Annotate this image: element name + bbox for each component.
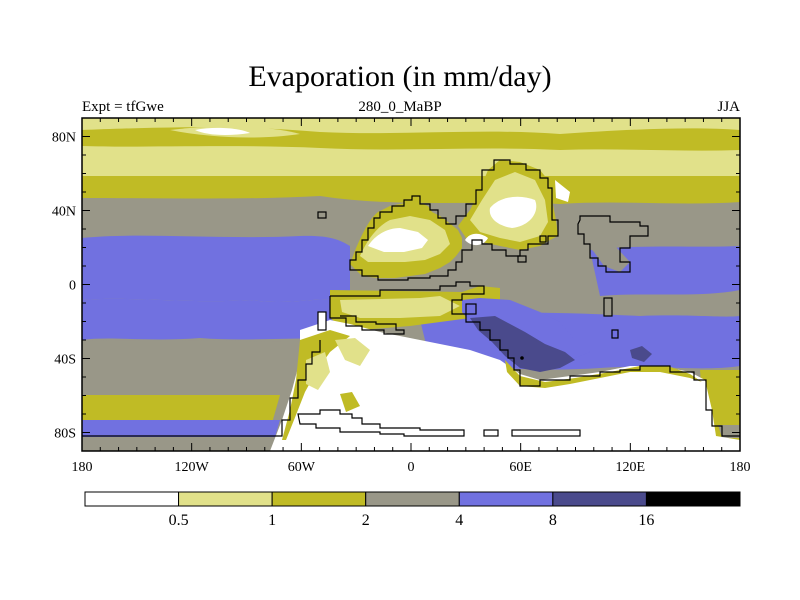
colorbar: 0.5 1 2 4 8 16 (84, 491, 741, 529)
y-tick-label: 80S (54, 427, 76, 442)
time-label: 280_0_MaBP (358, 99, 442, 115)
y-tick-label: 40S (54, 353, 76, 368)
y-tick-label: 80N (52, 131, 76, 146)
colorbar-swatch (84, 491, 180, 507)
y-tick-label: 0 (69, 279, 76, 294)
colorbar-level-label: 2 (362, 512, 370, 529)
experiment-label: Expt = tfGwe (82, 99, 164, 115)
season-label: JJA (717, 99, 740, 115)
x-tick-label: 60W (288, 460, 316, 475)
x-tick-label: 180 (72, 460, 93, 475)
colorbar-level-label: 4 (455, 512, 463, 529)
map-title: Evaporation (in mm/day) (248, 60, 552, 93)
colorbar-level-label: 16 (638, 512, 654, 529)
colorbar-level-label: 1 (268, 512, 276, 529)
x-tick-label: 0 (408, 460, 415, 475)
contour-field (82, 118, 740, 451)
colorbar-swatch (365, 491, 460, 507)
colorbar-swatch (552, 491, 647, 507)
colorbar-level-label: 0.5 (169, 512, 189, 529)
colorbar-swatch (645, 491, 741, 507)
y-tick-label: 40N (52, 205, 76, 220)
colorbar-swatch (271, 491, 367, 507)
colorbar-level-label: 8 (549, 512, 557, 529)
x-tick-label: 120W (175, 460, 210, 475)
x-tick-label: 180 (730, 460, 751, 475)
x-tick-label: 120E (616, 460, 646, 475)
colorbar-swatch (178, 491, 273, 507)
colorbar-swatch (458, 491, 554, 507)
x-tick-label: 60E (509, 460, 532, 475)
axis-ticks: 180 120W 60W 0 60E 120E 180 80N 40N 0 40S 80S (52, 118, 751, 475)
coastline-outlines (82, 159, 740, 437)
